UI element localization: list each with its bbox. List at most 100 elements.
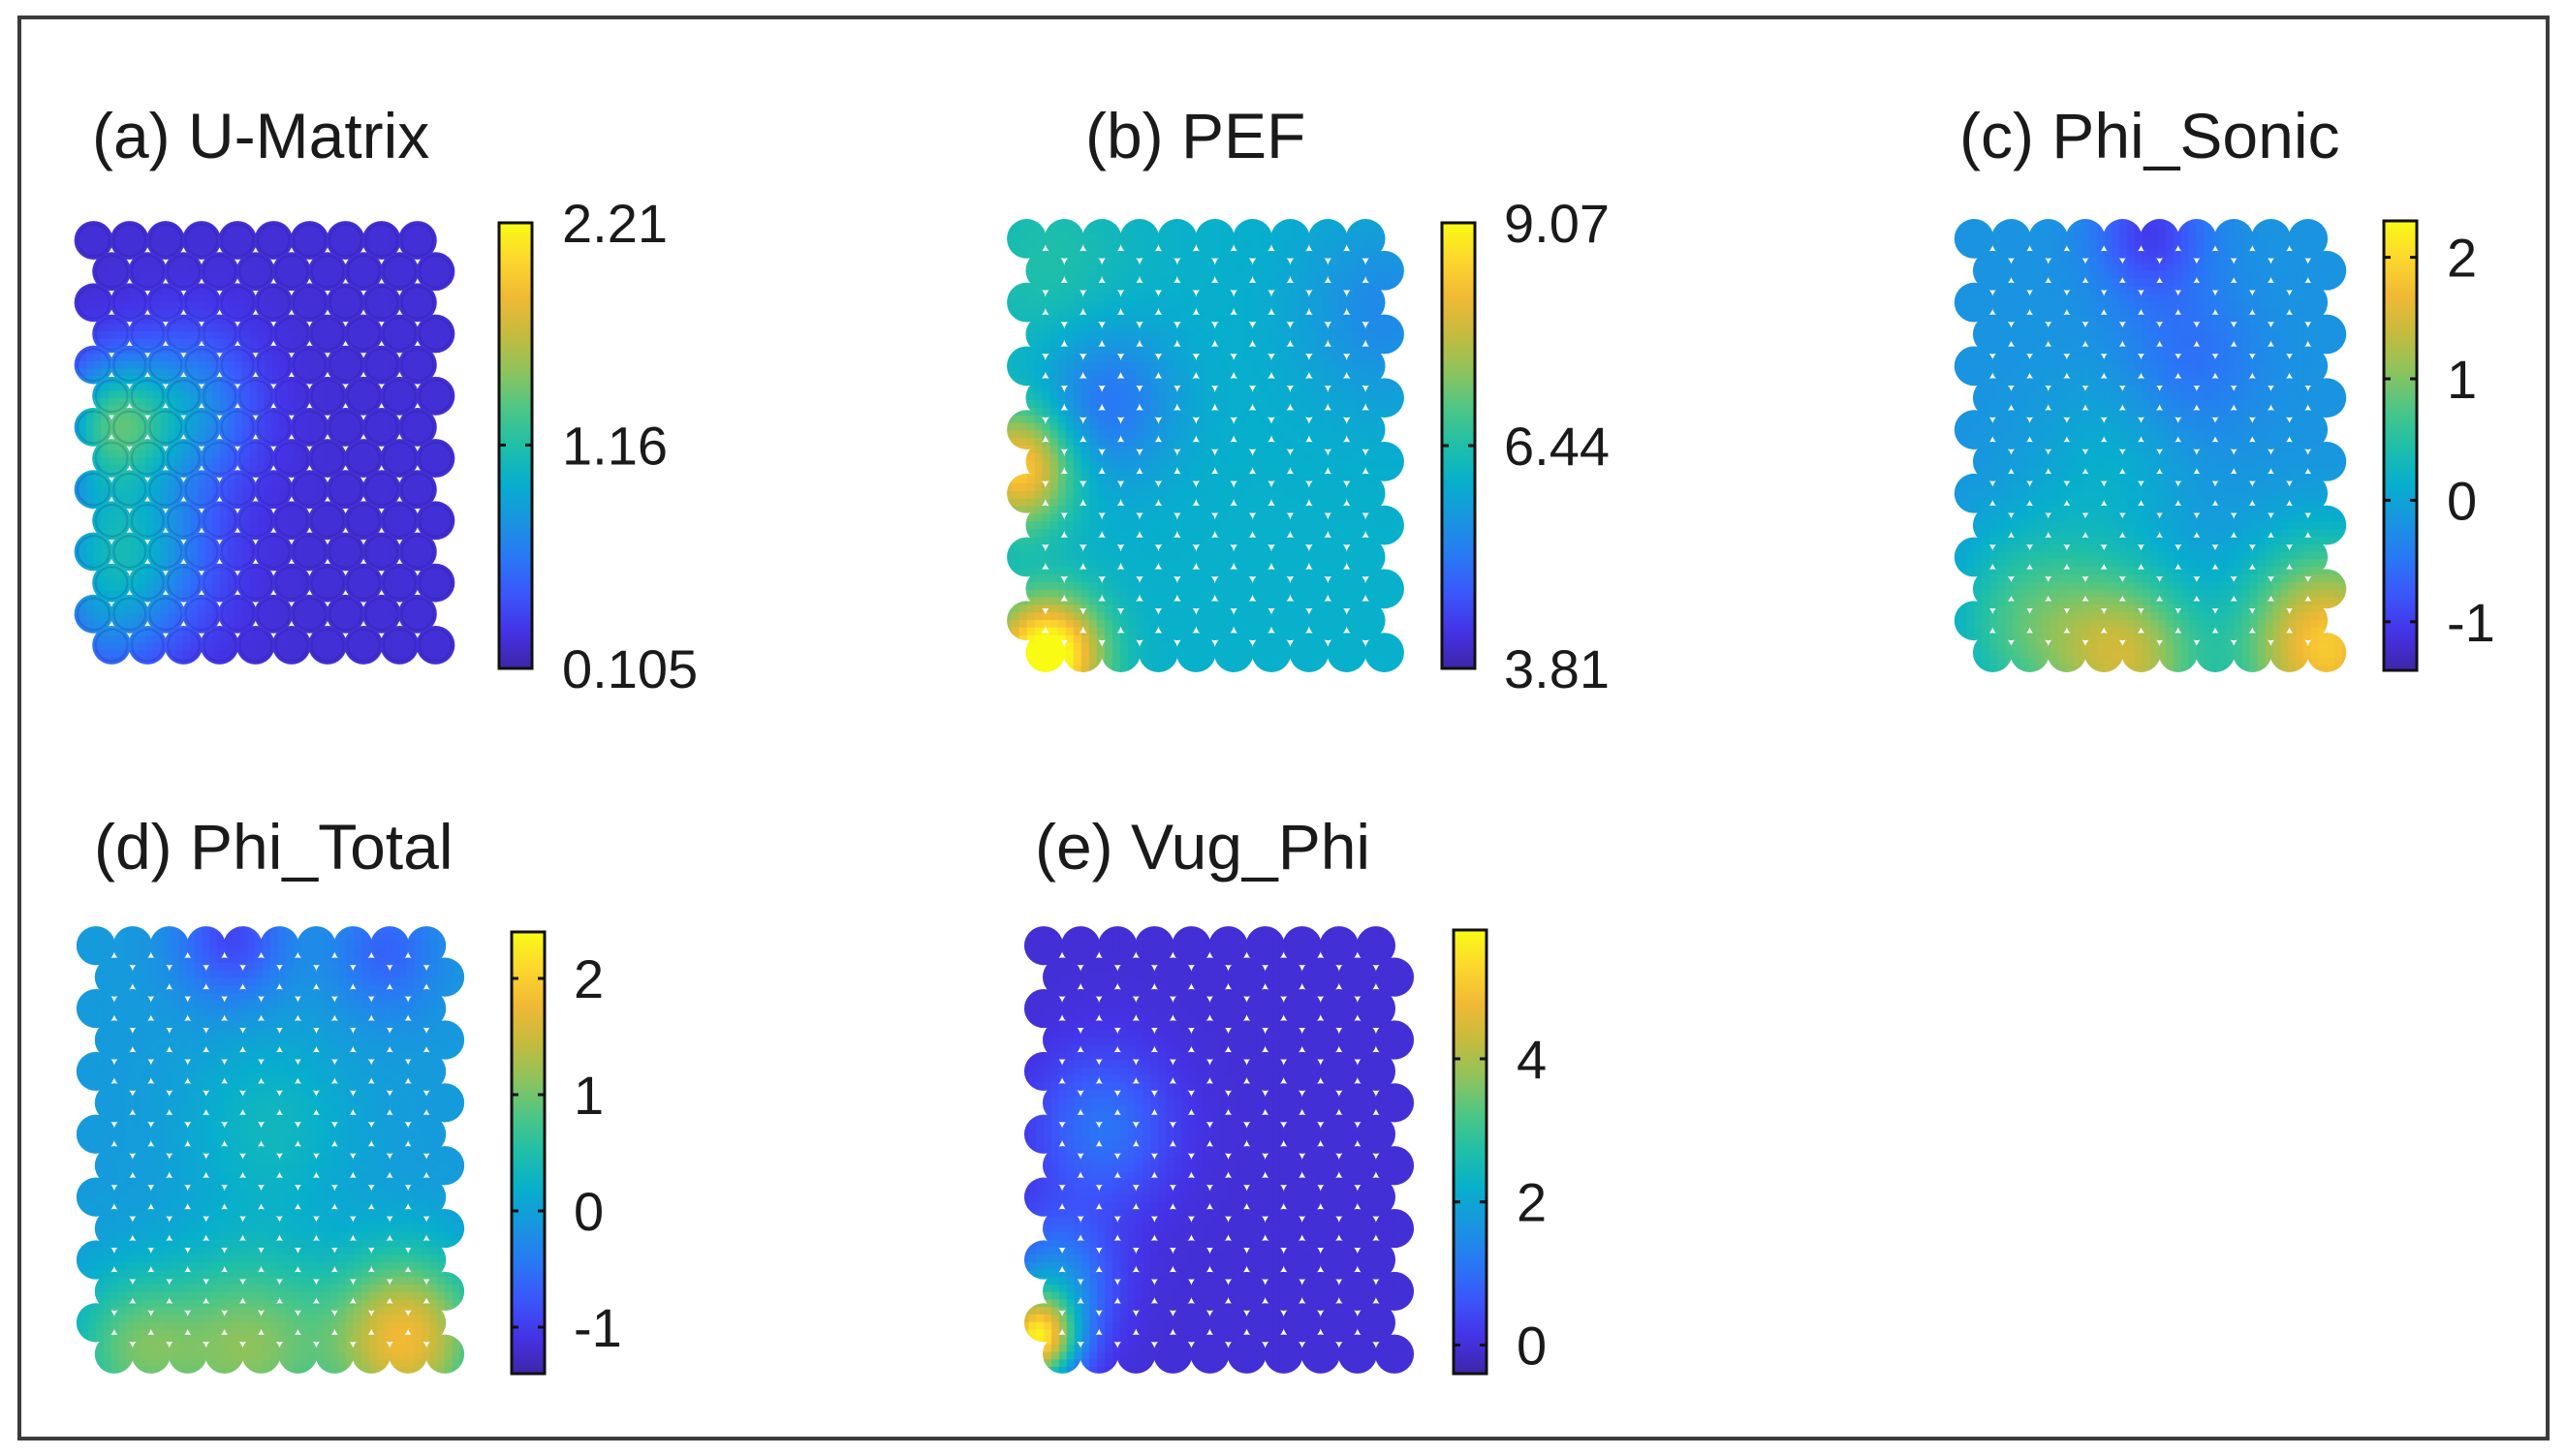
heatmap-cell xyxy=(1182,203,1191,212)
heatmap-cell xyxy=(383,605,392,614)
hex-node xyxy=(167,254,201,289)
heatmap-cell xyxy=(324,376,332,385)
heatmap-cell xyxy=(1392,226,1401,234)
heatmap-cell xyxy=(988,263,997,272)
heatmap-cell xyxy=(346,628,355,636)
heatmap-cell xyxy=(101,480,110,488)
heatmap-cell xyxy=(1384,301,1393,310)
heatmap-cell xyxy=(1399,271,1404,280)
heatmap-cell xyxy=(331,316,340,325)
heatmap-cell xyxy=(228,205,235,213)
heatmap-cell xyxy=(450,449,455,459)
heatmap-cell xyxy=(257,480,266,488)
heatmap-cell xyxy=(138,486,146,496)
heatmap-cell xyxy=(1299,331,1307,341)
heatmap-cell xyxy=(1244,256,1253,265)
heatmap-cell xyxy=(331,464,340,474)
heatmap-cell xyxy=(451,666,458,673)
heatmap-cell xyxy=(190,264,199,273)
heatmap-cell xyxy=(1237,331,1245,341)
heatmap-cell xyxy=(257,287,266,295)
heatmap-cell xyxy=(235,324,243,332)
heatmap-cell xyxy=(271,360,281,370)
heatmap-cell xyxy=(56,561,64,569)
heatmap-cell xyxy=(1143,309,1152,318)
hex-node xyxy=(293,535,327,569)
heatmap-cell xyxy=(1291,219,1299,220)
heatmap-cell xyxy=(64,220,72,228)
heatmap-cell xyxy=(182,546,192,555)
heatmap-cell xyxy=(204,301,214,311)
heatmap-cell xyxy=(249,420,259,429)
heatmap-cell xyxy=(316,583,326,592)
heatmap-cell xyxy=(160,234,170,244)
panel-a-u-matrix: (a) U-Matrix 2.211.160.105 xyxy=(56,100,698,699)
heatmap-cell xyxy=(1007,294,1013,303)
heatmap-cell xyxy=(1007,278,1013,288)
heatmap-cell xyxy=(1073,219,1082,227)
heatmap-cell xyxy=(1376,219,1386,227)
heatmap-cell xyxy=(279,271,288,281)
heatmap-cell xyxy=(346,546,355,555)
heatmap-cell xyxy=(354,516,362,525)
heatmap-cell xyxy=(331,672,339,680)
hex-node xyxy=(184,597,219,632)
heatmap-cell xyxy=(1275,226,1284,234)
heatmap-cell xyxy=(421,250,429,259)
heatmap-cell xyxy=(338,516,348,525)
heatmap-cell xyxy=(1096,263,1106,272)
heatmap-cell xyxy=(279,398,288,407)
heatmap-cell xyxy=(1018,240,1028,250)
heatmap-cell xyxy=(376,242,385,251)
heatmap-cell xyxy=(271,221,281,222)
heatmap-cell xyxy=(182,449,192,459)
heatmap-cell xyxy=(257,613,266,622)
heatmap-cell xyxy=(287,443,296,451)
heatmap-cell xyxy=(1283,286,1292,295)
heatmap-cell xyxy=(1081,203,1090,212)
heatmap-cell xyxy=(265,666,272,673)
heatmap-cell xyxy=(138,443,146,451)
heatmap-cell xyxy=(1143,361,1152,371)
heatmap-cell xyxy=(1057,331,1067,341)
heatmap-cell xyxy=(74,257,79,266)
heatmap-cell xyxy=(74,338,79,348)
heatmap-cell xyxy=(115,457,124,466)
heatmap-cell xyxy=(376,642,385,652)
heatmap-cell xyxy=(443,449,452,459)
heatmap-cell xyxy=(383,486,392,496)
heatmap-cell xyxy=(316,435,326,444)
heatmap-cell xyxy=(413,486,422,496)
heatmap-cell xyxy=(421,509,429,518)
heatmap-cell xyxy=(1120,203,1129,212)
heatmap-cell xyxy=(227,279,236,289)
heatmap-cell xyxy=(204,494,214,504)
heatmap-cell xyxy=(1166,355,1175,363)
heatmap-cell xyxy=(197,398,206,407)
heatmap-cell xyxy=(130,390,140,399)
heatmap-cell xyxy=(190,553,199,563)
heatmap-cell xyxy=(56,540,64,547)
heatmap-cell xyxy=(235,472,243,481)
heatmap-cell xyxy=(309,457,318,466)
heatmap-cell xyxy=(265,413,273,421)
heatmap-cell xyxy=(1158,219,1168,220)
hex-node xyxy=(400,223,435,258)
heatmap-cell xyxy=(309,338,318,348)
heatmap-cell xyxy=(139,666,146,673)
heatmap-cell xyxy=(1268,309,1276,318)
heatmap-cell xyxy=(465,650,473,658)
heatmap-cell xyxy=(1283,263,1292,272)
heatmap-cell xyxy=(212,509,221,518)
heatmap-cell xyxy=(383,294,392,303)
heatmap-cell xyxy=(74,368,79,377)
heatmap-cell xyxy=(1158,361,1168,371)
heatmap-cell xyxy=(301,657,310,665)
heatmap-cell xyxy=(265,524,273,533)
heatmap-cell xyxy=(1197,316,1206,325)
hex-node xyxy=(203,254,236,289)
heatmap-cell xyxy=(197,539,206,547)
heatmap-cell xyxy=(450,569,455,577)
heatmap-cell xyxy=(324,486,332,496)
heatmap-cell xyxy=(295,666,302,673)
